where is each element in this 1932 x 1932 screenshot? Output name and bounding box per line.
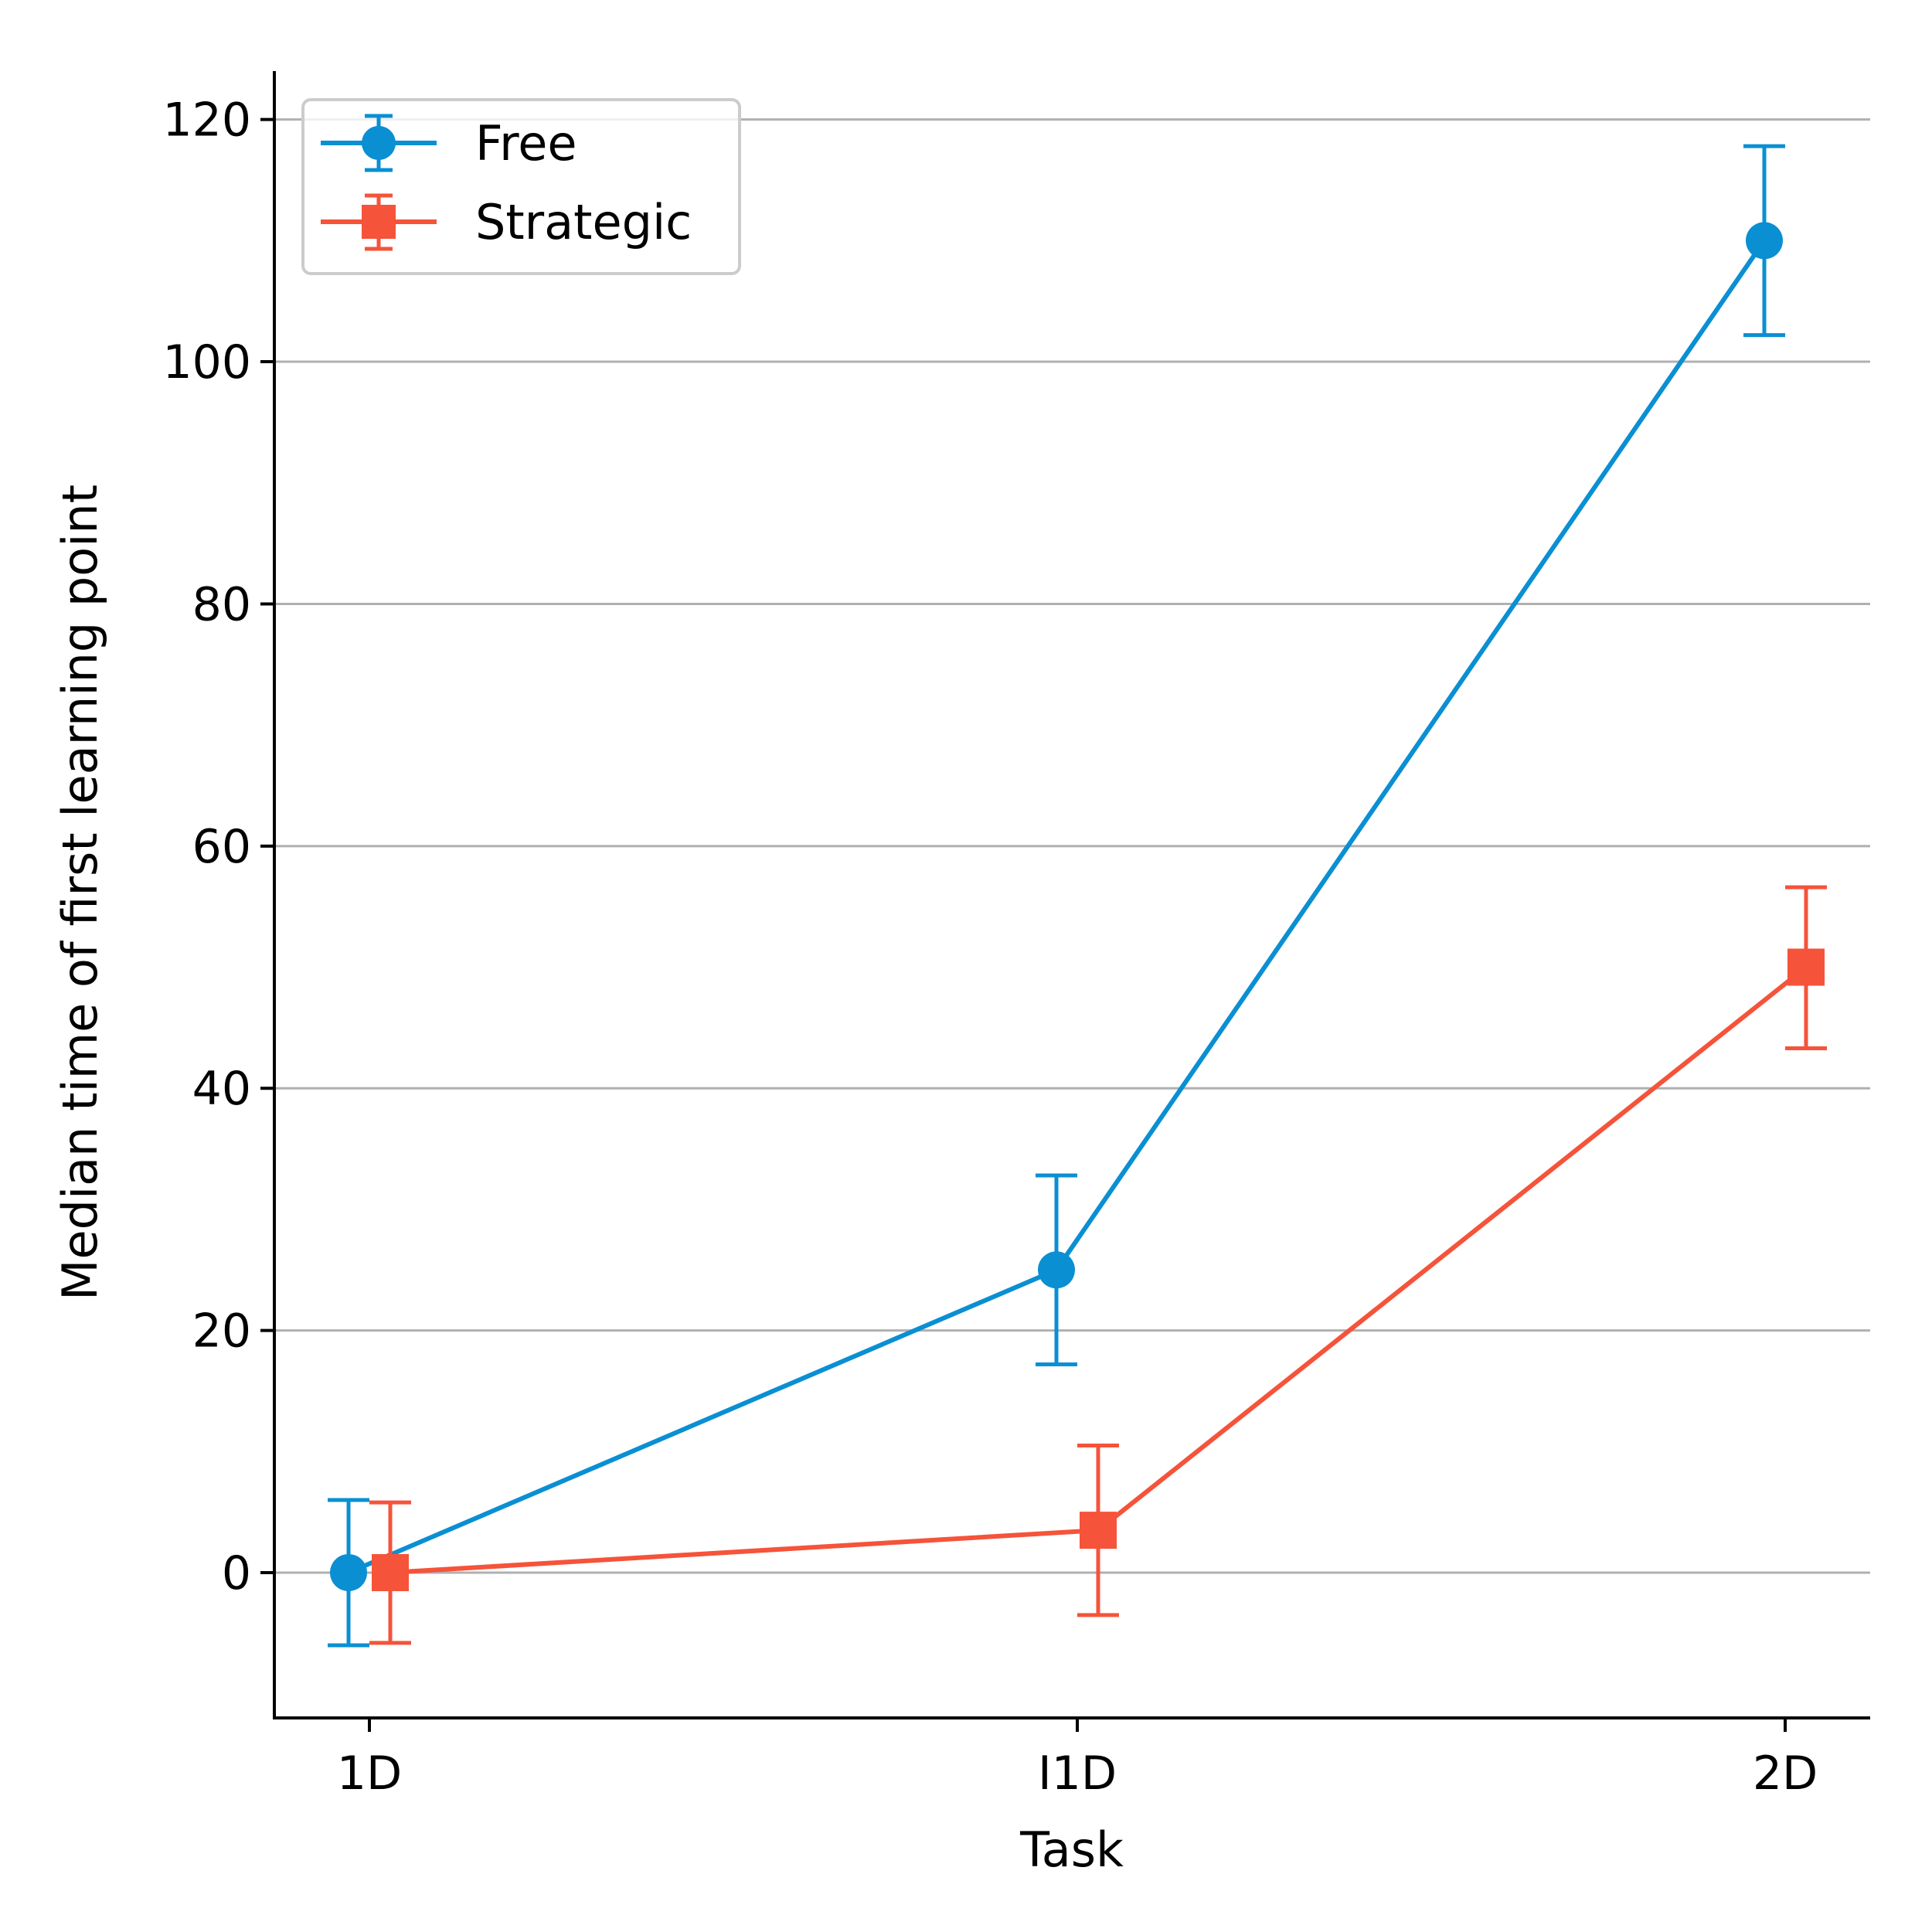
x-tick-label-I1D: I1D: [1038, 1747, 1117, 1801]
ticks: 0 20 40 60 80 100 120 1D I1D 2D: [162, 94, 1818, 1801]
legend-marker-free: [362, 126, 396, 160]
y-tick-label-80: 80: [192, 577, 251, 631]
point-strategic-1D: [372, 1553, 409, 1591]
y-axis-title: Median time of first learning point: [52, 485, 108, 1301]
series-free: [328, 144, 1785, 1648]
axes: [273, 71, 1870, 1719]
x-tick-label-2D: 2D: [1753, 1747, 1818, 1801]
legend-label-strategic: Strategic: [475, 194, 692, 250]
legend: Free Strategic: [301, 98, 741, 275]
y-tick-label-20: 20: [192, 1304, 251, 1359]
y-tick-label-0: 0: [222, 1546, 251, 1600]
legend-marker-strategic: [362, 205, 396, 239]
y-tick-label-100: 100: [162, 335, 251, 389]
series-strategic: [369, 885, 1827, 1645]
legend-label-free: Free: [475, 115, 577, 172]
point-strategic-2D: [1787, 948, 1825, 986]
point-free-1D: [330, 1553, 367, 1591]
gridlines: [274, 118, 1870, 1574]
legend-entry-free: Free: [321, 114, 577, 172]
point-free-2D: [1746, 222, 1783, 260]
series-layer: [328, 144, 1827, 1648]
point-strategic-I1D: [1080, 1512, 1117, 1549]
x-tick-label-1D: 1D: [337, 1747, 402, 1801]
y-tick-label-40: 40: [192, 1062, 251, 1116]
legend-entry-strategic: Strategic: [321, 193, 692, 251]
point-free-I1D: [1038, 1251, 1075, 1289]
y-tick-label-60: 60: [192, 820, 251, 874]
y-tick-label-120: 120: [162, 94, 251, 148]
series-line-free: [347, 239, 1767, 1575]
x-axis-title: Task: [1019, 1821, 1124, 1878]
